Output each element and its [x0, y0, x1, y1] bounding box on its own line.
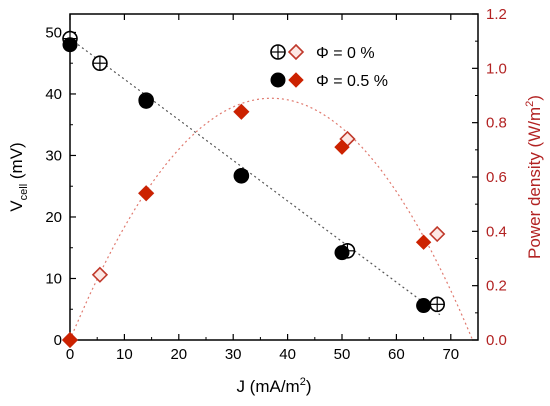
x-tick-label: 10	[116, 346, 133, 363]
data-point	[429, 296, 446, 313]
data-point	[62, 37, 78, 53]
series-3	[62, 104, 432, 348]
x-tick-label: 20	[170, 346, 187, 363]
plot-frame	[69, 13, 479, 341]
y-right-axis-label: Power density (W/m2)	[524, 95, 544, 259]
x-tick-label: 60	[388, 346, 405, 363]
y-left-tick-label: 40	[45, 86, 62, 103]
legend-circle-marker	[270, 44, 286, 60]
x-tick-label: 30	[225, 346, 242, 363]
legend-label: Φ = 0.5 %	[316, 73, 388, 90]
axes: 0 10 20 30 40 50 60 70 0 10 20 30 40 50 0.0 0.2 0.4 0.6 0.…	[45, 6, 507, 363]
x-tick-label: 0	[66, 346, 74, 363]
quadratic-fit-line	[69, 97, 474, 341]
series-1	[62, 37, 432, 314]
x-tick-label: 70	[442, 346, 459, 363]
legend-entry: Φ = 0 %	[270, 43, 375, 62]
y-left-tick-label: 10	[45, 270, 62, 287]
legend-diamond-marker	[288, 72, 304, 88]
data-point	[138, 93, 154, 109]
y-right-tick-label: 0.4	[486, 223, 507, 240]
legend-entry: Φ = 0.5 %	[270, 72, 388, 90]
y-left-tick-label: 30	[45, 147, 62, 164]
data-point	[92, 55, 108, 72]
y-right-tick-label: 1.2	[486, 6, 507, 23]
y-left-axis-label: Vcell (mV)	[7, 142, 30, 211]
series-2	[61, 103, 446, 349]
x-axis-label: J (mA/m2)	[236, 376, 311, 396]
data-point	[415, 234, 432, 250]
data-point	[62, 332, 78, 348]
data-point	[334, 139, 350, 155]
data-point	[334, 245, 350, 261]
data-point	[233, 104, 250, 120]
y-right-tick-label: 0.2	[486, 278, 507, 295]
fit-curves	[69, 38, 474, 341]
y-right-tick-label: 0.6	[486, 169, 507, 186]
data-point	[138, 185, 154, 202]
data-marks	[61, 30, 446, 349]
y-right-tick-label: 1.0	[486, 60, 507, 77]
x-tick-label: 40	[279, 346, 296, 363]
data-point	[416, 298, 432, 314]
data-point	[91, 266, 109, 283]
linear-fit-line	[69, 38, 441, 316]
legend: Φ = 0 % Φ = 0.5 %	[270, 43, 388, 90]
data-point	[233, 168, 249, 184]
legend-diamond-marker	[287, 43, 305, 61]
x-tick-label: 50	[334, 346, 351, 363]
y-right-tick-label: 0.8	[486, 115, 507, 132]
y-left-tick-label: 20	[45, 209, 62, 226]
data-point	[429, 225, 446, 243]
legend-circle-marker	[270, 72, 286, 88]
y-left-tick-label: 0	[54, 332, 62, 349]
axis-labels: J (mA/m2) Vcell (mV) Power density (W/m2)	[7, 95, 544, 396]
legend-label: Φ = 0 %	[316, 45, 375, 62]
y-right-tick-label: 0.0	[486, 332, 507, 349]
y-left-tick-label: 50	[45, 24, 62, 41]
